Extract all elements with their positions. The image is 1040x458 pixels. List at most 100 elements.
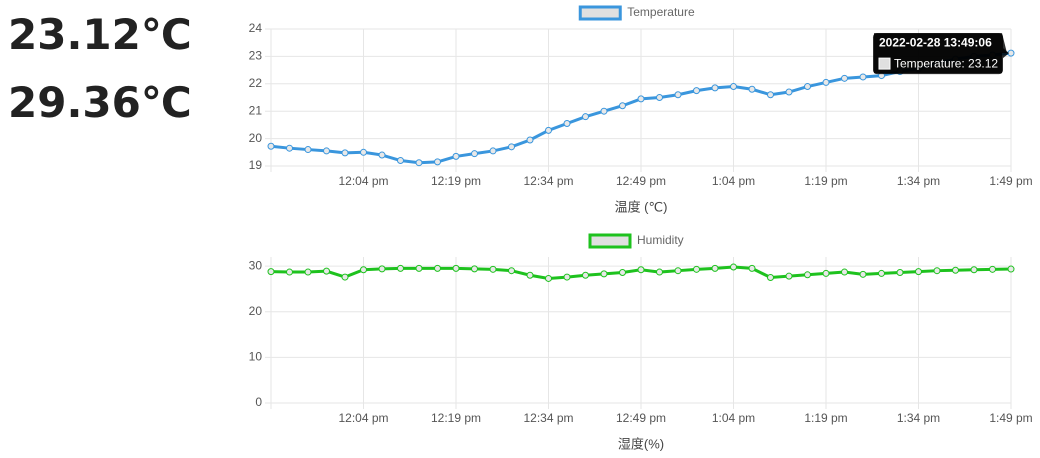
point bbox=[915, 268, 922, 276]
point bbox=[286, 268, 293, 276]
x-axis-title: 湿度(%) bbox=[618, 436, 664, 451]
point bbox=[323, 147, 330, 155]
point bbox=[600, 270, 608, 278]
point bbox=[545, 126, 552, 134]
point bbox=[656, 94, 663, 101]
point bbox=[471, 265, 478, 273]
point bbox=[785, 272, 793, 280]
y-tick-label: 24 bbox=[249, 21, 263, 35]
point bbox=[730, 83, 737, 91]
point bbox=[841, 74, 848, 82]
point bbox=[822, 269, 830, 277]
x-tick-label: 1:49 pm bbox=[989, 174, 1032, 188]
point bbox=[452, 152, 460, 160]
point bbox=[415, 264, 423, 272]
point bbox=[674, 91, 682, 99]
point bbox=[582, 271, 589, 279]
point bbox=[508, 267, 515, 275]
point bbox=[397, 157, 404, 165]
point bbox=[730, 263, 737, 271]
point bbox=[582, 113, 589, 121]
point bbox=[619, 269, 626, 277]
point bbox=[804, 83, 811, 91]
legend-swatch bbox=[578, 5, 622, 21]
x-tick-label: 1:34 pm bbox=[897, 411, 940, 425]
point bbox=[452, 264, 460, 272]
x-tick-label: 12:19 pm bbox=[431, 411, 481, 425]
point bbox=[896, 269, 904, 277]
legend-label: Humidity bbox=[637, 233, 684, 247]
point bbox=[563, 273, 571, 281]
point bbox=[526, 271, 534, 279]
point bbox=[545, 274, 552, 282]
point bbox=[415, 159, 423, 167]
point bbox=[933, 267, 941, 275]
point bbox=[748, 264, 756, 272]
point bbox=[859, 270, 867, 278]
point bbox=[767, 274, 774, 282]
x-tick-label: 12:34 pm bbox=[523, 411, 573, 425]
point bbox=[563, 120, 571, 128]
legend-label: Temperature bbox=[627, 5, 695, 19]
point bbox=[785, 88, 793, 96]
x-tick-label: 1:34 pm bbox=[897, 174, 940, 188]
x-tick-label: 12:04 pm bbox=[338, 174, 388, 188]
point bbox=[434, 264, 441, 272]
point bbox=[841, 268, 848, 276]
tooltip-label: Temperature: 23.12 bbox=[894, 56, 998, 70]
temperature-reading: 23.12℃ bbox=[8, 10, 192, 59]
x-tick-label: 12:04 pm bbox=[338, 411, 388, 425]
point bbox=[360, 266, 367, 274]
point bbox=[711, 84, 719, 92]
point bbox=[711, 264, 719, 272]
x-tick-label: 1:19 pm bbox=[804, 174, 847, 188]
point bbox=[859, 73, 867, 81]
point bbox=[822, 78, 830, 86]
point bbox=[767, 91, 774, 99]
point bbox=[619, 102, 626, 110]
point bbox=[600, 107, 608, 115]
x-tick-label: 1:04 pm bbox=[712, 411, 755, 425]
humidity-reading: 29.36℃ bbox=[8, 78, 192, 127]
point bbox=[1007, 265, 1015, 273]
y-tick-label: 20 bbox=[249, 131, 263, 145]
x-tick-label: 12:49 pm bbox=[616, 174, 666, 188]
point bbox=[471, 150, 478, 158]
point bbox=[508, 143, 515, 151]
point bbox=[360, 148, 367, 156]
tooltip-title: 2022-02-28 13:49:06 bbox=[879, 35, 992, 49]
point bbox=[693, 87, 700, 95]
x-tick-label: 12:34 pm bbox=[523, 174, 573, 188]
point bbox=[970, 266, 978, 274]
y-tick-label: 10 bbox=[249, 350, 263, 364]
point bbox=[397, 264, 404, 272]
point bbox=[748, 85, 756, 93]
point bbox=[878, 269, 885, 277]
point bbox=[304, 146, 312, 154]
point bbox=[341, 273, 349, 281]
point bbox=[489, 147, 497, 155]
y-tick-label: 19 bbox=[249, 158, 263, 172]
tooltip: 2022-02-28 13:49:06 Temperature: 23.12 bbox=[873, 33, 1009, 75]
tooltip-box bbox=[873, 33, 1003, 75]
point bbox=[637, 95, 645, 103]
tooltip-caret bbox=[1003, 48, 1009, 59]
point bbox=[378, 151, 386, 159]
point bbox=[656, 268, 663, 276]
tooltip-swatch bbox=[878, 57, 891, 70]
point bbox=[693, 265, 700, 273]
point bbox=[674, 267, 682, 275]
point bbox=[804, 271, 811, 279]
legend-swatch bbox=[588, 233, 632, 249]
x-tick-label: 1:19 pm bbox=[804, 411, 847, 425]
y-tick-label: 20 bbox=[249, 304, 263, 318]
x-tick-label: 1:04 pm bbox=[712, 174, 755, 188]
x-axis-title: 温度 (℃) bbox=[615, 199, 668, 214]
x-tick-label: 1:49 pm bbox=[989, 411, 1032, 425]
y-tick-label: 21 bbox=[249, 103, 263, 117]
point bbox=[286, 144, 293, 152]
point bbox=[267, 268, 275, 276]
y-tick-label: 0 bbox=[255, 395, 262, 409]
